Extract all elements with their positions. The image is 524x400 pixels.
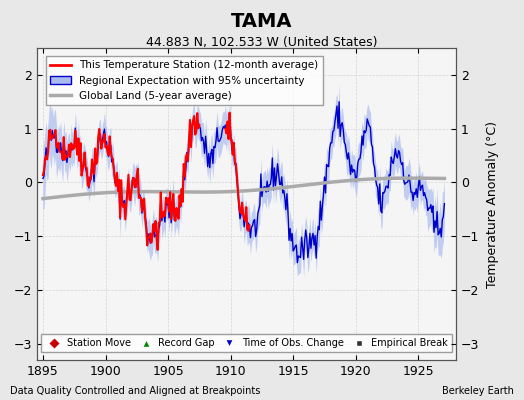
Text: 44.883 N, 102.533 W (United States): 44.883 N, 102.533 W (United States) bbox=[146, 36, 378, 49]
Y-axis label: Temperature Anomaly (°C): Temperature Anomaly (°C) bbox=[486, 120, 499, 288]
Text: Data Quality Controlled and Aligned at Breakpoints: Data Quality Controlled and Aligned at B… bbox=[10, 386, 261, 396]
Text: TAMA: TAMA bbox=[231, 12, 293, 31]
Text: Berkeley Earth: Berkeley Earth bbox=[442, 386, 514, 396]
Legend: Station Move, Record Gap, Time of Obs. Change, Empirical Break: Station Move, Record Gap, Time of Obs. C… bbox=[41, 334, 452, 352]
